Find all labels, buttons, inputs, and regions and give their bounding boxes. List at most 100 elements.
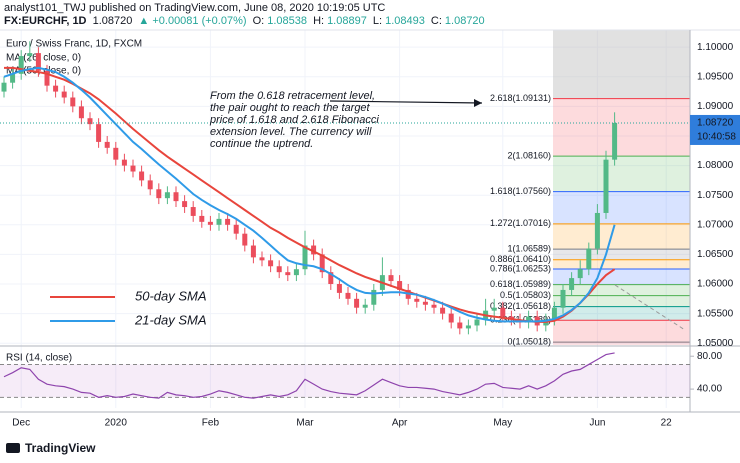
sma-line (3, 66, 616, 323)
candle-body (319, 254, 325, 273)
close: 1.08720 (444, 15, 485, 27)
candle-body (414, 298, 420, 302)
candle-body (311, 245, 317, 255)
rsi-tick-label: 40.00 (697, 384, 722, 395)
fib-label: 0.618(1.05989) (490, 279, 551, 289)
candle-body (397, 281, 403, 290)
header: analyst101_TWJ published on TradingView.… (4, 2, 488, 28)
y-tick-label: 1.08000 (697, 160, 734, 171)
sma-line (4, 66, 616, 323)
candle-body (173, 192, 179, 202)
logo-icon (6, 443, 20, 453)
y-tick-label: 1.07000 (697, 219, 734, 230)
fib-label: 1.618(1.07560) (490, 186, 551, 196)
arrow-head (474, 99, 482, 107)
fib-zone (553, 269, 690, 285)
candle-body (388, 275, 394, 282)
fib-label: 1.272(1.07016) (490, 218, 551, 228)
x-tick-label: May (493, 418, 512, 429)
candle-body (285, 272, 291, 276)
fib-zone (553, 259, 690, 270)
fib-label: 0.886(1.06410) (490, 254, 551, 264)
candle-body (577, 269, 583, 279)
fib-label: 0(1.05018) (507, 337, 551, 347)
open: 1.08538 (267, 15, 307, 27)
fib-label: 2(1.08160) (507, 150, 551, 160)
fib-label: 2.618(1.09131) (490, 93, 551, 103)
countdown: 10:40:58 (697, 132, 736, 143)
legend-label: 21-day SMA (134, 312, 207, 327)
candle-body (276, 266, 282, 273)
candle-body (336, 284, 342, 293)
annotation: the pair ought to reach the target (210, 102, 371, 114)
fib-label: 0.5(1.05803) (500, 290, 551, 300)
x-tick-label: Dec (12, 418, 30, 429)
candle-body (500, 307, 506, 317)
candle-body (612, 122, 618, 160)
candle-body (551, 307, 557, 320)
o-label: O: (252, 15, 265, 27)
x-tick-label: Feb (202, 418, 220, 429)
candle-body (199, 215, 205, 222)
candle-body (216, 218, 222, 225)
x-tick-label: Jun (589, 418, 605, 429)
candle-body (182, 201, 188, 208)
candle-body (431, 304, 437, 308)
candle-body (440, 307, 446, 314)
fib-label: 0.786(1.06253) (490, 263, 551, 273)
fib-zone (553, 191, 690, 224)
quote-line: FX:EURCHF, 1D 1.08720 ▲ +0.00081 (+0.07%… (4, 15, 488, 28)
publisher: analyst101_TWJ published on TradingView.… (4, 2, 386, 14)
indicator-label: MA (50, close, 0) (6, 66, 81, 77)
candle-body (354, 298, 360, 308)
fib-zone (553, 98, 690, 157)
candle-body (96, 124, 102, 142)
x-tick-label: Mar (296, 418, 314, 429)
candle-body (491, 307, 497, 311)
rsi-band (0, 364, 690, 398)
candle-body (121, 159, 127, 166)
y-tick-label: 1.10000 (697, 42, 734, 53)
candle-body (328, 272, 334, 285)
candle-body (586, 248, 592, 270)
candle-body (526, 316, 532, 323)
y-tick-label: 1.09500 (697, 71, 734, 82)
candle-body (87, 118, 93, 125)
fib-zone (553, 156, 690, 192)
candle-body (18, 56, 24, 74)
candle-body (1, 82, 7, 92)
legend-label: 50-day SMA (135, 288, 207, 303)
annotation: price of 1.618 and 2.618 Fibonacci (209, 114, 379, 126)
candle-body (113, 147, 119, 160)
candle-body (70, 97, 76, 107)
candle-body (139, 171, 145, 181)
fib-label: 1(1.06589) (507, 244, 551, 254)
candle-body (293, 269, 299, 276)
symbol: FX:EURCHF, 1D (4, 15, 87, 27)
candle-body (225, 218, 231, 225)
logo[interactable]: TradingView (6, 441, 96, 455)
background (0, 30, 690, 408)
y-tick-label: 1.06000 (697, 279, 734, 290)
fib-zone (553, 320, 690, 343)
candle-body (259, 257, 265, 261)
y-tick-label: 1.05500 (697, 308, 734, 319)
low: 1.08493 (385, 15, 425, 27)
candle-body (594, 212, 600, 249)
fib-zone (553, 284, 690, 296)
candle-body (302, 245, 308, 270)
y-tick-label: 1.05000 (697, 338, 734, 349)
y-tick-label: 1.09000 (697, 101, 734, 112)
c-label: C: (430, 15, 442, 27)
candle-body (268, 260, 274, 267)
rsi-title: RSI (14, close) (6, 353, 72, 364)
candle-body (53, 85, 59, 92)
rsi-line (3, 352, 615, 399)
candle-body (250, 245, 256, 258)
candle-body (371, 289, 377, 305)
candle-body (603, 159, 609, 213)
candle-body (457, 322, 463, 329)
x-tick-label: 2020 (105, 418, 128, 429)
